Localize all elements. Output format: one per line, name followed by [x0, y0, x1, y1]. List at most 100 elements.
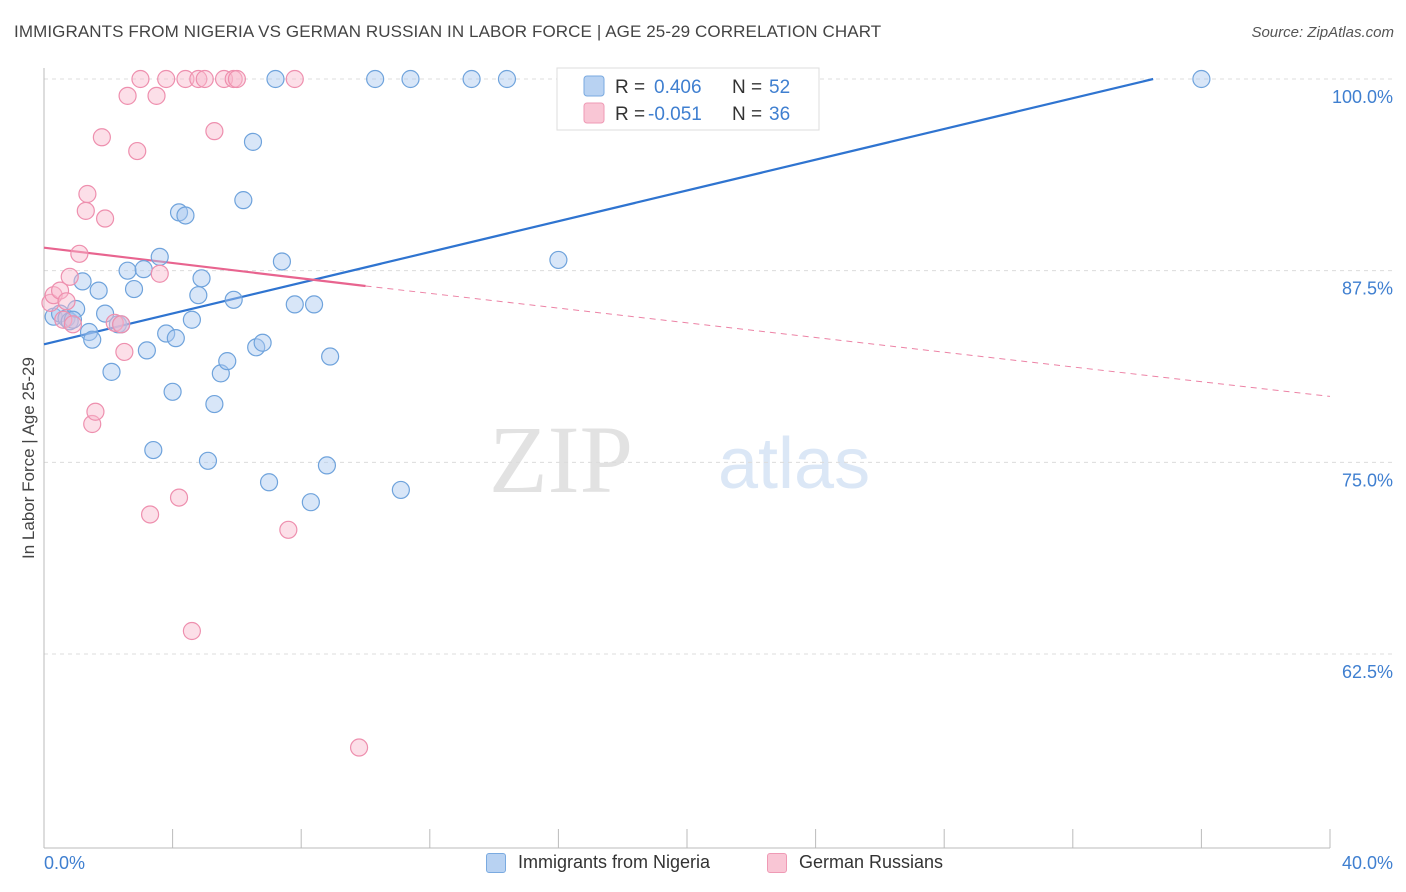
point-nigeria	[462, 69, 481, 89]
point-german-russians	[78, 184, 97, 204]
point-nigeria	[272, 252, 292, 271]
legend-r-value-blue: 0.406	[654, 77, 702, 98]
point-nigeria	[63, 310, 83, 329]
point-nigeria	[304, 295, 324, 314]
point-nigeria	[176, 206, 195, 225]
source-credit: Source: ZipAtlas.com	[1251, 24, 1394, 41]
legend-bottom: Immigrants from Nigeria German Russians	[0, 852, 1406, 878]
point-german-russians	[128, 141, 147, 161]
legend-item-nigeria: Immigrants from Nigeria	[486, 852, 710, 873]
point-german-russians	[227, 69, 246, 89]
legend-r-label-pink: R =	[615, 104, 645, 125]
point-nigeria	[1192, 69, 1211, 89]
x-tick-label: 40.0%	[1342, 853, 1393, 873]
point-nigeria	[266, 69, 285, 89]
legend-swatch-pink	[583, 102, 605, 124]
chart-title: IMMIGRANTS FROM NIGERIA VS GERMAN RUSSIA…	[14, 22, 882, 41]
point-nigeria	[198, 451, 218, 470]
point-german-russians	[157, 69, 176, 89]
point-nigeria	[549, 250, 568, 270]
legend-r-label-blue: R =	[615, 77, 645, 98]
point-german-russians	[169, 488, 189, 507]
point-german-russians	[70, 244, 89, 263]
axes	[43, 68, 1331, 849]
point-german-russians	[285, 69, 304, 89]
point-nigeria	[144, 440, 163, 460]
point-nigeria	[150, 247, 169, 266]
point-german-russians	[195, 69, 214, 89]
point-german-russians	[279, 520, 298, 539]
y-tick-label: 87.5%	[1342, 279, 1393, 299]
point-nigeria	[391, 480, 410, 500]
legend-n-label-blue: N =	[732, 77, 762, 98]
point-nigeria	[189, 286, 208, 305]
point-nigeria	[321, 347, 340, 366]
point-nigeria	[224, 290, 243, 309]
series-german-russians	[41, 69, 369, 757]
point-nigeria	[218, 352, 237, 371]
y-tick-label: 75.0%	[1342, 470, 1393, 490]
point-german-russians	[214, 69, 234, 89]
point-nigeria	[166, 329, 185, 348]
point-nigeria	[243, 132, 263, 151]
point-german-russians	[115, 342, 134, 362]
trendlines	[43, 77, 1331, 397]
point-nigeria	[317, 456, 337, 475]
point-nigeria	[285, 295, 304, 314]
point-nigeria	[157, 324, 176, 343]
point-nigeria	[95, 304, 115, 323]
point-nigeria	[134, 260, 153, 279]
point-german-russians	[112, 315, 131, 334]
point-nigeria	[259, 473, 279, 492]
point-nigeria	[102, 362, 121, 381]
point-nigeria	[182, 310, 201, 329]
legend-r-value-pink: -0.051	[648, 104, 702, 125]
point-nigeria	[301, 493, 320, 512]
point-german-russians	[86, 402, 105, 421]
point-nigeria	[124, 279, 144, 299]
point-german-russians	[63, 315, 83, 334]
legend-swatch-nigeria	[486, 852, 506, 873]
point-nigeria	[497, 69, 517, 89]
point-german-russians	[349, 738, 369, 757]
gridlines	[44, 78, 1392, 655]
y-tick-label: 100.0%	[1332, 87, 1393, 107]
point-german-russians	[92, 128, 111, 147]
point-german-russians	[60, 267, 79, 286]
point-german-russians	[118, 86, 137, 105]
legend-n-value-pink: 36	[769, 104, 790, 125]
point-nigeria	[247, 338, 266, 357]
trendline	[43, 77, 1154, 346]
point-german-russians	[140, 505, 160, 524]
point-german-russians	[150, 264, 169, 283]
legend-n-value-blue: 52	[769, 77, 790, 98]
x-tick-label: 0.0%	[44, 853, 85, 873]
point-german-russians	[95, 209, 115, 228]
point-nigeria	[67, 299, 86, 319]
watermark: ZIP atlas	[489, 406, 870, 513]
legend-label-german-russians: German Russians	[799, 852, 944, 872]
point-nigeria	[83, 330, 102, 349]
legend-label-nigeria: Immigrants from Nigeria	[518, 852, 711, 872]
point-nigeria	[401, 69, 420, 89]
point-nigeria	[253, 333, 272, 352]
point-nigeria	[137, 341, 156, 360]
legend-item-german-russians: German Russians	[767, 852, 943, 873]
point-german-russians	[182, 621, 201, 641]
point-german-russians	[50, 281, 70, 300]
point-german-russians	[54, 310, 73, 329]
point-german-russians	[131, 69, 150, 89]
trendline-dashed	[365, 285, 1331, 397]
legend-n-label-pink: N =	[732, 104, 762, 125]
point-nigeria	[89, 281, 108, 300]
point-german-russians	[205, 122, 224, 141]
point-nigeria	[192, 269, 211, 288]
point-german-russians	[147, 86, 166, 105]
point-german-russians	[76, 201, 95, 220]
y-tick-label: 62.5%	[1342, 662, 1393, 682]
point-nigeria	[163, 382, 182, 401]
point-german-russians	[57, 292, 76, 311]
point-german-russians	[176, 69, 195, 89]
watermark-zip: ZIP	[489, 406, 633, 513]
